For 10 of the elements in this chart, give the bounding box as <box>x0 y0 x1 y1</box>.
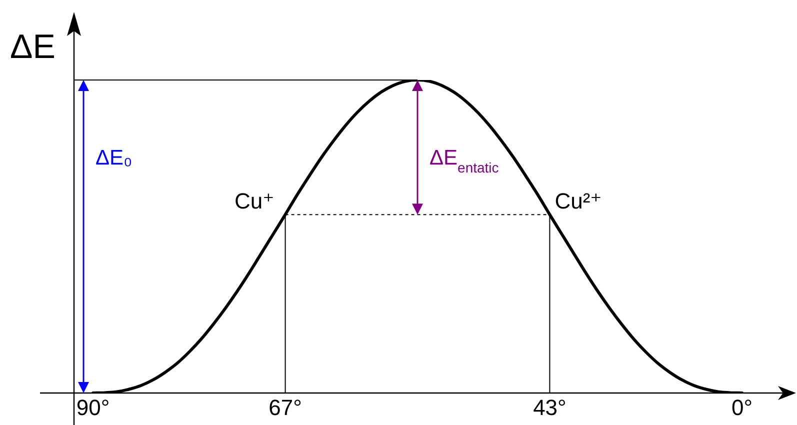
annotation: Cu²⁺ <box>554 188 602 214</box>
annotation: Cu⁺ <box>234 188 274 214</box>
annotation: ΔE₀ <box>96 146 132 170</box>
text: ΔE <box>10 28 56 66</box>
x-tick-label: 0° <box>731 395 753 420</box>
y-axis-title: ΔE <box>430 146 458 170</box>
text: entatic <box>458 159 499 176</box>
x-tick-label: 67° <box>268 395 302 420</box>
x-tick-label: 43° <box>533 395 566 420</box>
x-tick-label: 90° <box>76 395 110 420</box>
